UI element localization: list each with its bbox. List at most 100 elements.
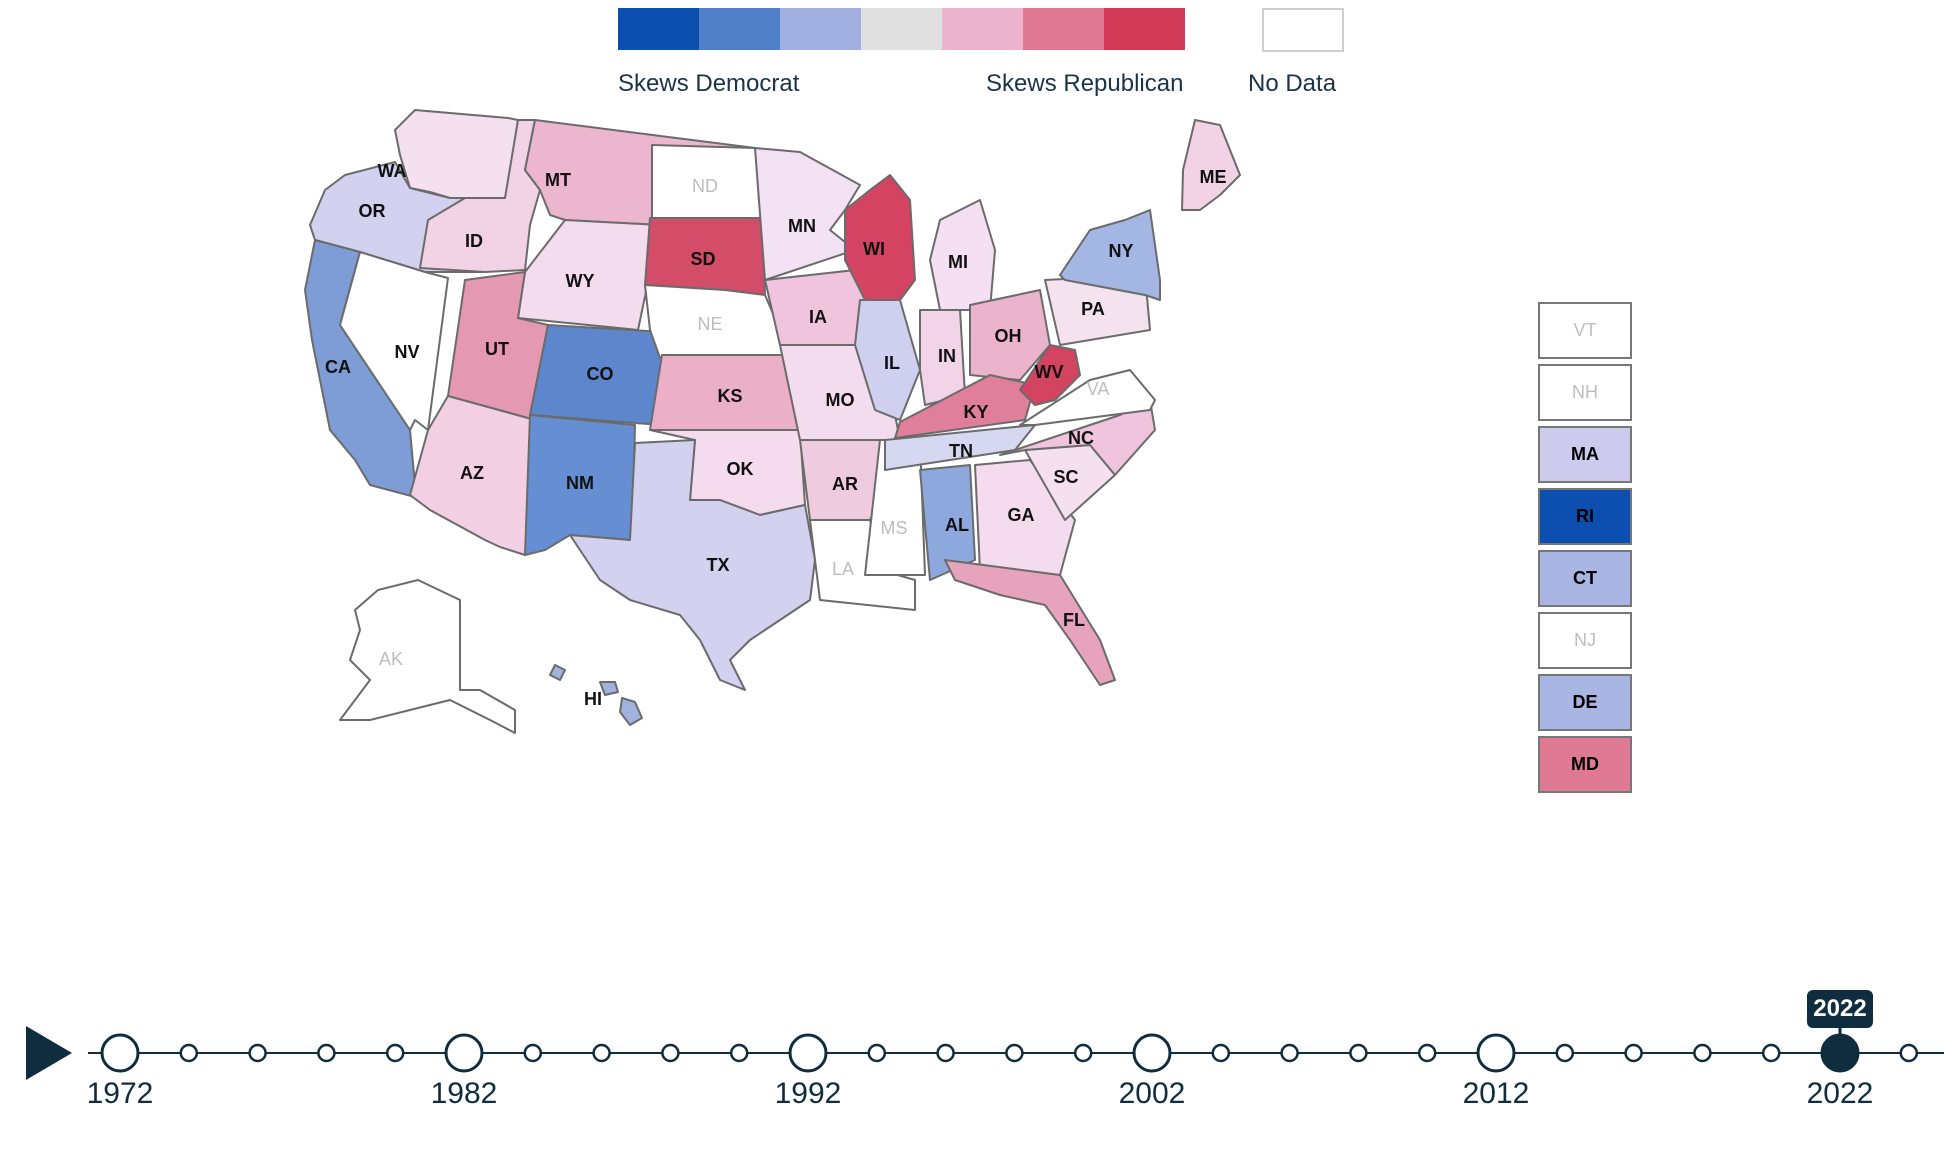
- timeline-dot-2012[interactable]: [1476, 1033, 1516, 1073]
- state-label-wy: WY: [566, 271, 595, 291]
- state-wy[interactable]: [517, 219, 661, 331]
- timeline-label-2002: 2002: [1119, 1077, 1186, 1110]
- state-label-ny: NY: [1108, 241, 1133, 261]
- timeline-dot-1982[interactable]: [444, 1033, 484, 1073]
- state-wv[interactable]: [1019, 344, 1081, 406]
- timeline-dot-1978[interactable]: [317, 1043, 336, 1063]
- timeline-dot-1972[interactable]: [100, 1033, 140, 1073]
- state-la[interactable]: [809, 519, 916, 611]
- timeline-dot-1984[interactable]: [523, 1043, 543, 1063]
- state-ak[interactable]: [339, 579, 516, 734]
- timeline-dot-2010[interactable]: [1417, 1043, 1437, 1063]
- timeline-dot-1988[interactable]: [661, 1043, 680, 1063]
- timeline-dot-1986[interactable]: [592, 1043, 611, 1063]
- play-button[interactable]: [26, 1026, 72, 1080]
- state-label-mn: MN: [788, 216, 816, 236]
- state-hi[interactable]: [549, 664, 643, 726]
- timeline-dot-1996[interactable]: [936, 1043, 955, 1063]
- timeline-dot-2018[interactable]: [1693, 1043, 1712, 1063]
- state-label-ga: GA: [1008, 505, 1035, 525]
- state-va[interactable]: [1019, 369, 1156, 426]
- timeline-dot-2022[interactable]: [1820, 1033, 1860, 1073]
- timeline-dot-2016[interactable]: [1624, 1043, 1643, 1063]
- state-box-md[interactable]: MD: [1538, 736, 1632, 793]
- state-label-wv: WV: [1035, 362, 1064, 382]
- state-oh[interactable]: [969, 289, 1051, 381]
- state-label-al: AL: [945, 515, 969, 535]
- state-label-co: CO: [587, 364, 614, 384]
- timeline-dot-2000[interactable]: [1073, 1043, 1093, 1063]
- state-ky[interactable]: [894, 374, 1036, 439]
- timeline-dot-1974[interactable]: [179, 1043, 199, 1063]
- timeline-dot-2004[interactable]: [1211, 1043, 1231, 1063]
- state-wi[interactable]: [844, 174, 916, 301]
- timeline-dot-1998[interactable]: [1005, 1043, 1024, 1063]
- state-label-az: AZ: [460, 463, 484, 483]
- state-box-nh[interactable]: NH: [1538, 364, 1632, 421]
- timeline-dot-2024[interactable]: [1899, 1043, 1919, 1063]
- state-box-de[interactable]: DE: [1538, 674, 1632, 731]
- legend-swatch-r2: [1023, 8, 1104, 50]
- us-map: WA OR CA NV ID MT WY UT AZ CO NM ND SD NE KS OK TX MN IA MO…: [300, 100, 1660, 930]
- state-label-ms: MS: [881, 518, 908, 538]
- state-il[interactable]: [854, 299, 921, 421]
- legend-swatch-d3: [618, 8, 699, 50]
- legend-swatch-r1: [942, 8, 1023, 50]
- state-label-ak: AK: [379, 649, 403, 669]
- state-label-wa: WA: [378, 161, 407, 181]
- state-label-sc: SC: [1053, 467, 1078, 487]
- timeline-dot-2006[interactable]: [1280, 1043, 1299, 1063]
- state-label-va: VA: [1087, 379, 1110, 399]
- legend-democrat-label: Skews Democrat: [618, 70, 800, 97]
- current-year-badge: 2022: [1807, 990, 1873, 1028]
- state-label-il: IL: [884, 353, 900, 373]
- state-label-ne: NE: [697, 314, 722, 334]
- state-label-ia: IA: [809, 307, 827, 327]
- state-me[interactable]: [1181, 119, 1241, 211]
- state-label-tn: TN: [949, 441, 973, 461]
- timeline-dot-1980[interactable]: [385, 1043, 405, 1063]
- timeline-dot-1976[interactable]: [248, 1043, 267, 1063]
- state-box-nj[interactable]: NJ: [1538, 612, 1632, 669]
- timeline-dot-1992[interactable]: [788, 1033, 828, 1073]
- state-box-ct[interactable]: CT: [1538, 550, 1632, 607]
- state-label-nv: NV: [394, 342, 419, 362]
- state-box-vt[interactable]: VT: [1538, 302, 1632, 359]
- timeline-label-1992: 1992: [775, 1077, 842, 1110]
- us-map-svg: WA OR CA NV ID MT WY UT AZ CO NM ND SD NE KS OK TX MN IA MO…: [304, 109, 1241, 734]
- state-tx[interactable]: [569, 439, 816, 691]
- legend-republican-label: Skews Republican: [986, 70, 1184, 97]
- state-al[interactable]: [919, 464, 976, 581]
- legend-swatch-neutral: [861, 8, 942, 50]
- state-label-id: ID: [465, 231, 483, 251]
- state-label-nc: NC: [1068, 428, 1094, 448]
- timeline-dot-1990[interactable]: [729, 1043, 749, 1063]
- state-label-mt: MT: [545, 170, 571, 190]
- state-label-fl: FL: [1063, 610, 1085, 630]
- year-timeline: 1972 1982 1992 2002 2012 2022 2022: [0, 990, 1944, 1140]
- state-label-nd: ND: [692, 176, 718, 196]
- state-mn[interactable]: [754, 147, 861, 281]
- timeline-dot-2002[interactable]: [1132, 1033, 1172, 1073]
- timeline-label-2022: 2022: [1807, 1077, 1874, 1110]
- state-label-nm: NM: [566, 473, 594, 493]
- state-label-mi: MI: [948, 252, 968, 272]
- state-ny[interactable]: [1059, 209, 1161, 301]
- state-fl[interactable]: [944, 559, 1116, 686]
- timeline-track: 1972 1982 1992 2002 2012 2022: [87, 1028, 1944, 1110]
- state-label-ok: OK: [727, 459, 754, 479]
- state-label-oh: OH: [995, 326, 1022, 346]
- timeline-dot-2020[interactable]: [1761, 1043, 1781, 1063]
- state-label-wi: WI: [863, 239, 885, 259]
- state-nv[interactable]: [339, 251, 449, 431]
- timeline-dot-1994[interactable]: [867, 1043, 887, 1063]
- legend-nodata-label: No Data: [1248, 70, 1337, 97]
- state-box-ri[interactable]: RI: [1538, 488, 1632, 545]
- legend-swatch-r3: [1104, 8, 1185, 50]
- state-box-ma[interactable]: MA: [1538, 426, 1632, 483]
- state-wa[interactable]: [394, 109, 519, 199]
- timeline-dot-2014[interactable]: [1555, 1043, 1575, 1063]
- timeline-dot-2008[interactable]: [1349, 1043, 1368, 1063]
- timeline-label-1982: 1982: [431, 1077, 498, 1110]
- state-label-la: LA: [832, 559, 854, 579]
